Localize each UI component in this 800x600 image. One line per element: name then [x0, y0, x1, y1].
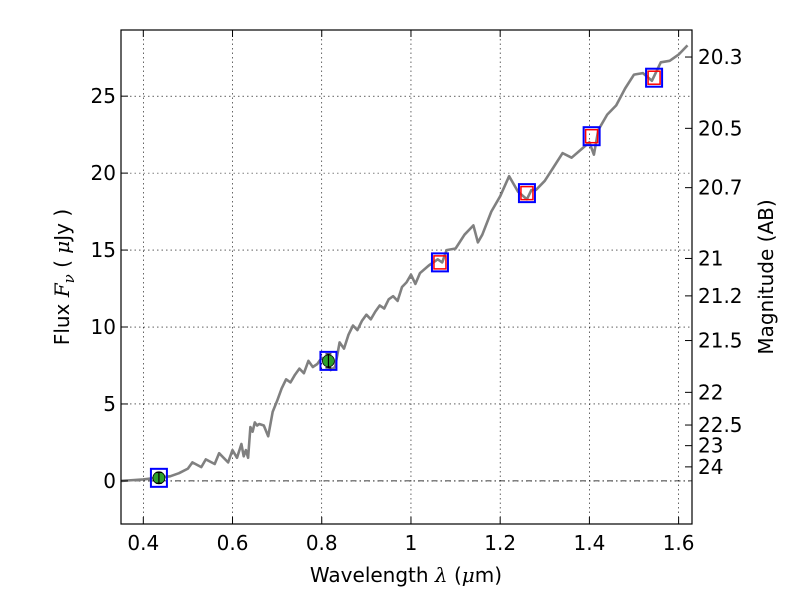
photometry-points	[149, 67, 664, 488]
x-axis-label-prefix: Wavelength	[310, 563, 435, 587]
y-axis-label-prefix: Flux	[50, 297, 74, 345]
model-photometry-marker	[430, 252, 449, 273]
magnitude-tick-label: 21.2	[698, 284, 743, 308]
magnitude-tick-label: 20.3	[698, 45, 743, 69]
y-axis-label-unit-open: (	[50, 254, 74, 275]
magnitude-tick-label: 23	[698, 434, 723, 458]
y-tick-label: 15	[91, 238, 116, 262]
x-axis-label: Wavelength λ (μm)	[310, 563, 502, 587]
magnitude-tick-label: 22	[698, 380, 723, 404]
magnitude-tick-label: 24	[698, 455, 723, 479]
model-photometry-marker	[149, 467, 168, 488]
y-tick-label: 5	[103, 392, 116, 416]
y-tick-label: 20	[91, 161, 116, 185]
x-tick-label: 0.6	[217, 531, 249, 555]
magnitude-tick-label: 21	[698, 246, 723, 270]
magnitude-tick-label: 20.5	[698, 116, 743, 140]
y-axis-label-subscript: ν	[60, 274, 78, 283]
model-photometry-marker	[645, 67, 664, 88]
x-axis-label-unit-open: (	[448, 563, 462, 587]
x-tick-label: 1.6	[663, 531, 695, 555]
x-tick-label: 0.4	[127, 531, 159, 555]
magnitude-tick-label: 20.7	[698, 176, 743, 200]
upper-limit-marker	[433, 255, 447, 270]
upper-limit-marker	[584, 128, 599, 144]
y-axis-label: Flux Fν ( μJy )	[50, 209, 78, 345]
x-tick-label: 1	[405, 531, 418, 555]
x-axis-label-unit-mu: μ	[462, 563, 475, 587]
y-axis-label-unit-rest: Jy )	[50, 209, 74, 243]
upper-limit-marker	[520, 185, 534, 201]
y-tick-label: 25	[91, 84, 116, 108]
x-axis-label-symbol: λ	[434, 563, 448, 587]
grid	[121, 30, 692, 524]
y-axis-label-symbol: F	[50, 282, 74, 298]
y-tick-label: 10	[91, 315, 116, 339]
magnitude-tick-label: 22.5	[698, 413, 743, 437]
model-photometry-marker	[517, 183, 536, 204]
x-tick-label: 1.4	[573, 531, 605, 555]
model-photometry-marker	[319, 350, 338, 371]
model-spectrum	[120, 44, 689, 483]
x-tick-label: 0.8	[306, 531, 338, 555]
x-axis-label-unit-rest: m)	[475, 563, 502, 587]
y-axis-label-unit-mu: μ	[50, 241, 74, 254]
x-tick-label: 1.2	[484, 531, 516, 555]
upper-limit-marker	[647, 70, 661, 85]
magnitude-tick-label: 21.5	[698, 329, 743, 353]
model-photometry-marker	[582, 126, 601, 147]
plot-frame	[120, 29, 693, 525]
y-axis-ticks: 0 5 10 15 20 25	[91, 84, 128, 493]
x-axis-ticks: 0.4 0.6 0.8 1 1.2 1.4 1.6	[127, 30, 695, 555]
y-tick-label: 0	[103, 469, 116, 493]
magnitude-axis-label: Magnitude (AB)	[754, 199, 778, 354]
model-spectrum-line	[120, 44, 689, 483]
